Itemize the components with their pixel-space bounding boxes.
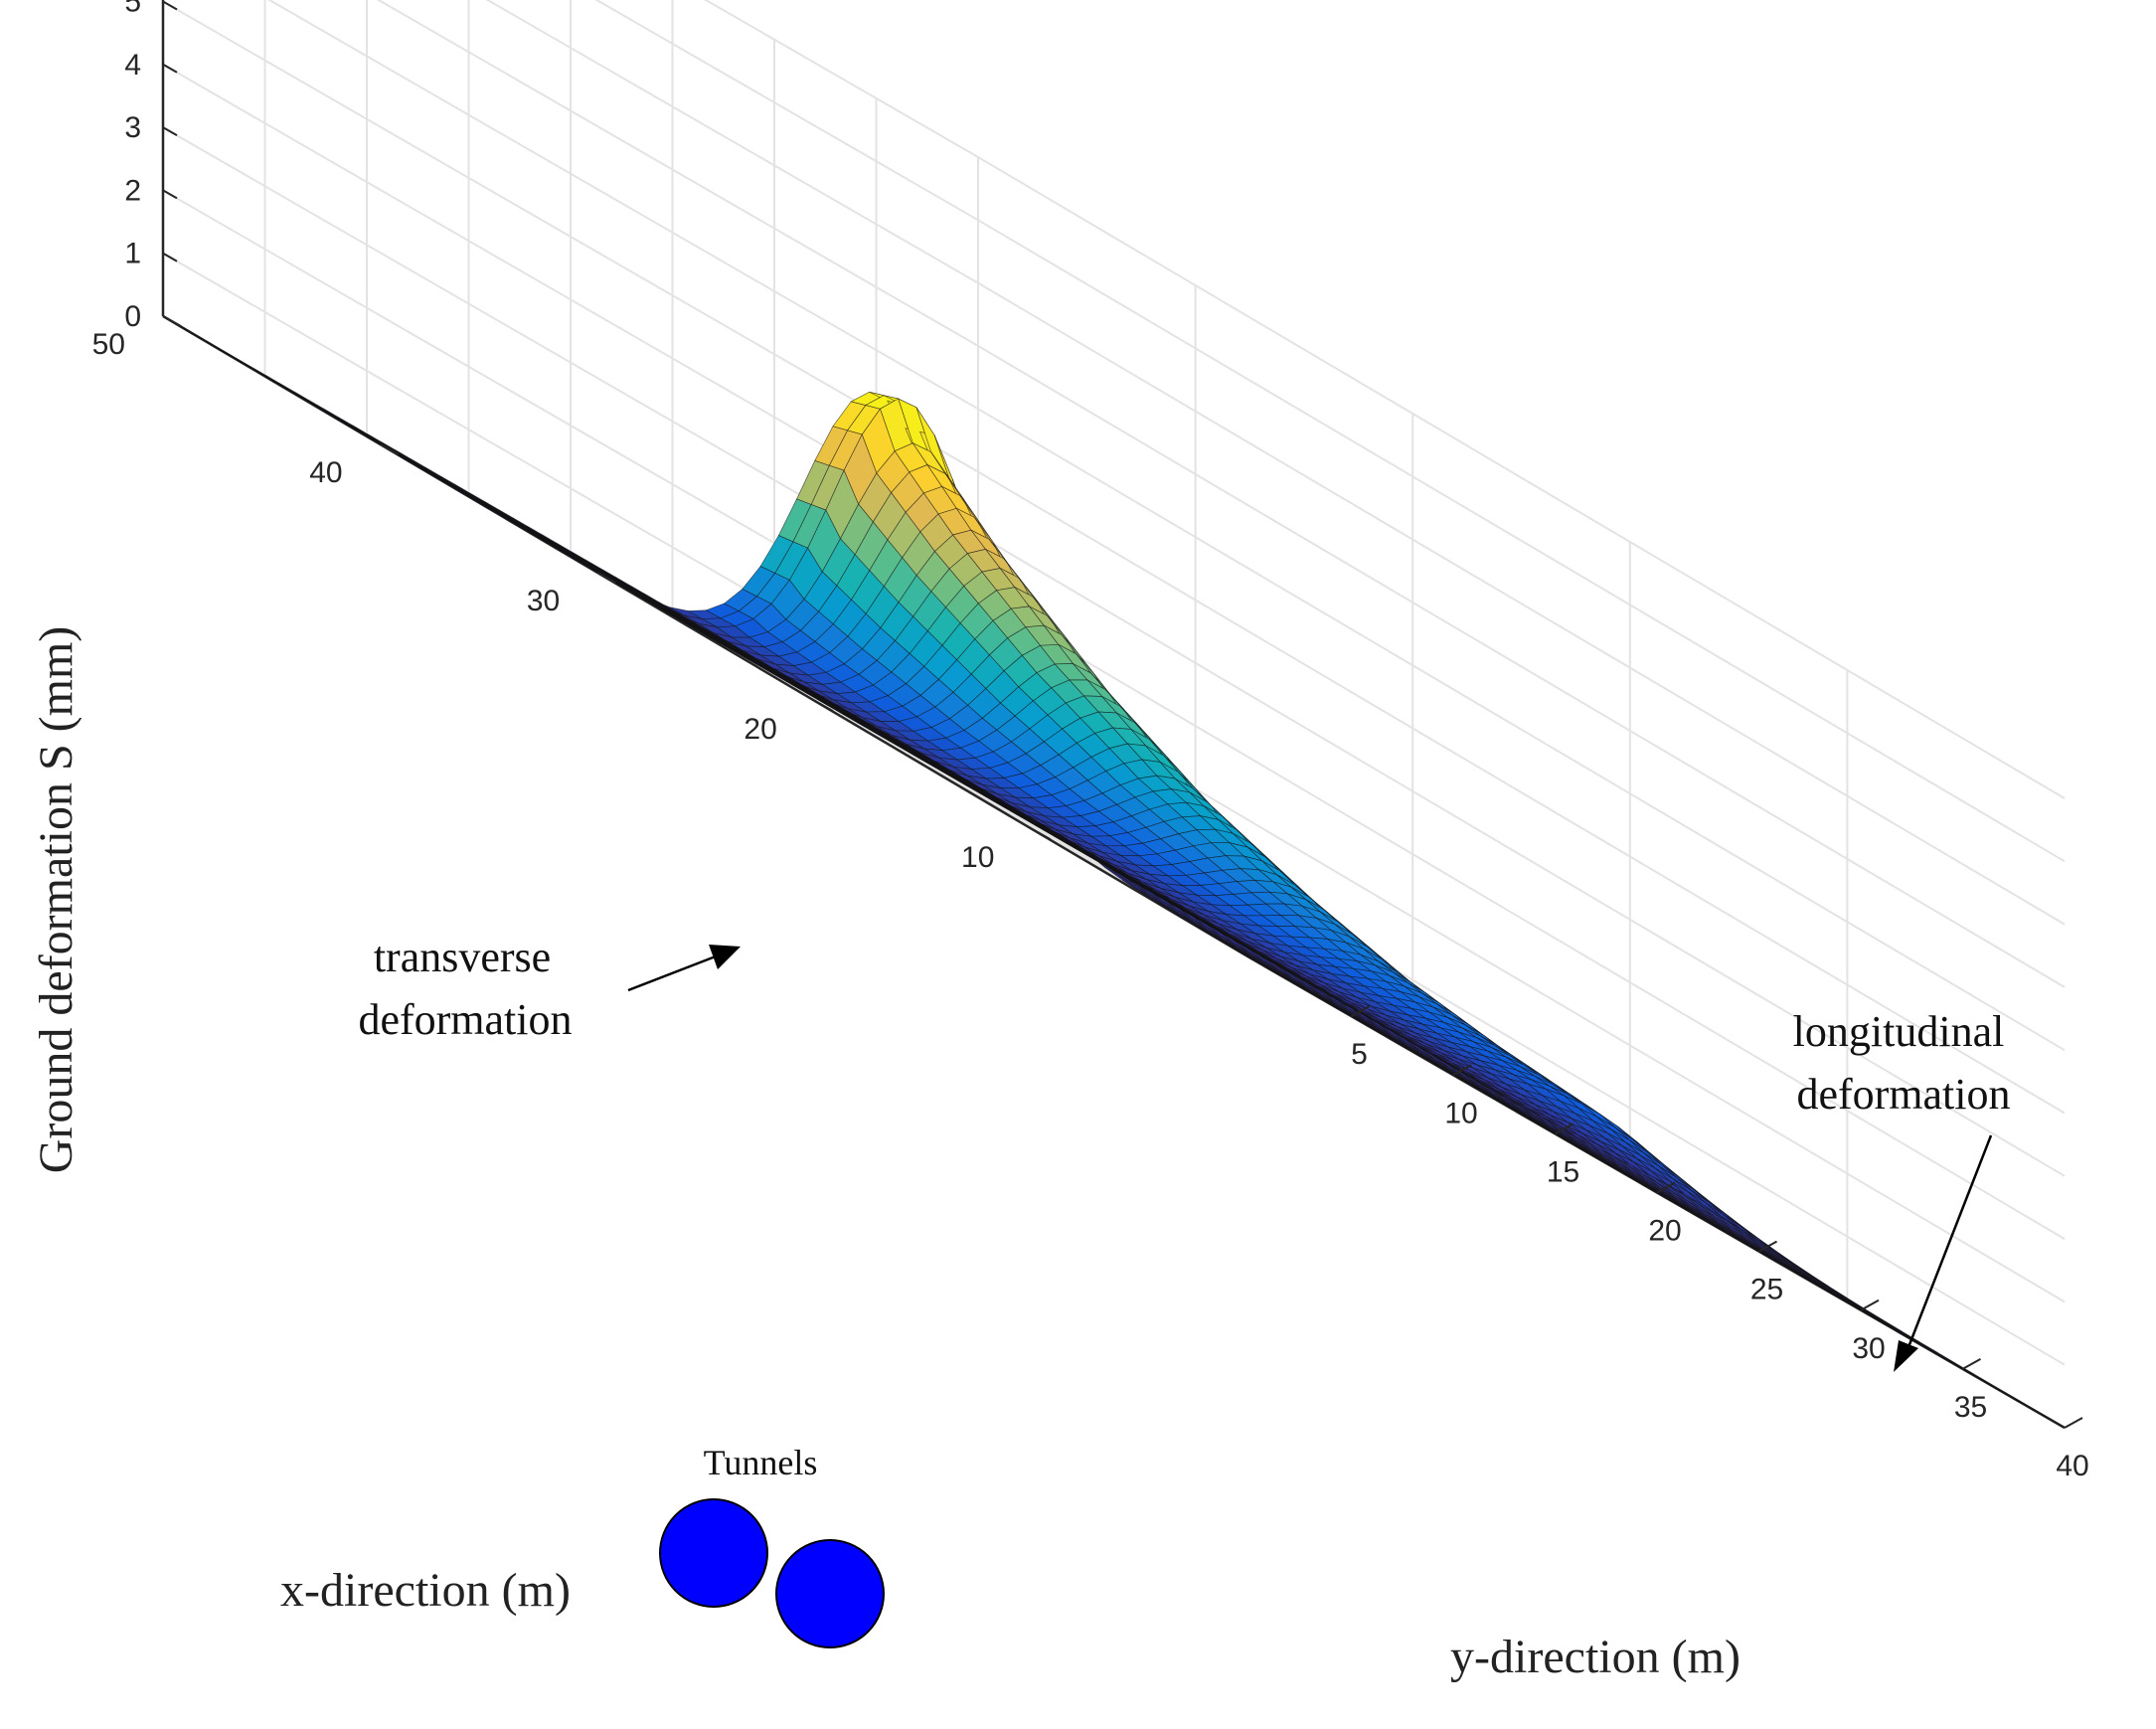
y-tick-label: 25	[1750, 1274, 1783, 1306]
y-tick-label: 15	[1547, 1155, 1579, 1188]
longitudinal-arrow-head	[1894, 1340, 1918, 1372]
y-tick-label: 40	[2056, 1450, 2088, 1482]
transverse-arrow-head	[709, 945, 741, 969]
x-tick-mark	[162, 315, 182, 327]
y-tick-label: 20	[1648, 1215, 1681, 1248]
x-axis-label: x-direction (m)	[280, 1564, 571, 1617]
y-tick-label: 5	[1351, 1038, 1368, 1071]
tunnel-left-icon	[659, 1498, 768, 1608]
longitudinal-arrow-line	[1907, 1134, 1993, 1348]
longitudinal-label-line2: deformation	[1796, 1070, 2010, 1119]
z-tick-mark	[162, 189, 178, 200]
x-tick-label: 50	[92, 328, 125, 361]
z-tick-label: 2	[124, 174, 141, 207]
z-tick-label: 5	[124, 0, 141, 19]
x-tick-mark	[1031, 828, 1051, 840]
y-tick-mark	[1656, 1181, 1676, 1194]
z-tick-label: 0	[124, 300, 141, 333]
y-tick-mark	[1962, 1358, 1981, 1370]
x-tick-label: 40	[309, 456, 342, 489]
deformation-surface	[162, 315, 2066, 1429]
tunnel-right-icon	[775, 1539, 885, 1648]
y-tick-mark	[1555, 1123, 1574, 1135]
y-tick-mark	[2064, 1417, 2083, 1429]
x-tick-label: 20	[744, 713, 776, 746]
x-tick-mark	[814, 700, 834, 712]
transverse-annotation: transverse deformation	[358, 933, 741, 1044]
x-tick-label: 30	[527, 585, 560, 617]
z-tick-mark	[162, 126, 178, 136]
y-tick-mark	[1860, 1298, 1880, 1311]
z-axis-label: Ground deformation S (mm)	[30, 626, 83, 1174]
z-tick-mark	[162, 63, 178, 74]
tunnels-label: Tunnels	[704, 1443, 818, 1482]
surface-patch	[2031, 1408, 2066, 1429]
x-tick-mark	[596, 572, 616, 584]
transverse-arrow-line	[627, 952, 722, 992]
z-tick-label: 4	[124, 49, 141, 82]
longitudinal-label-line1: longitudinal	[1793, 1007, 2005, 1056]
y-tick-label: 35	[1954, 1391, 1987, 1424]
tunnels-annotation: Tunnels	[659, 1443, 885, 1648]
z-tick-mark	[162, 252, 178, 262]
longitudinal-annotation: longitudinal deformation	[1793, 1007, 2011, 1372]
y-tick-mark	[1758, 1240, 1777, 1253]
z-tick-label: 3	[124, 111, 141, 144]
x-tick-label: 10	[961, 841, 994, 874]
y-tick-mark	[1452, 1064, 1472, 1077]
y-tick-label: 30	[1852, 1332, 1885, 1365]
transverse-label-line1: transverse	[374, 933, 551, 981]
z-tick-label: 1	[124, 238, 141, 270]
x-tick-mark	[380, 443, 400, 455]
y-tick-label: 10	[1444, 1097, 1477, 1129]
y-axis-label: y-direction (m)	[1450, 1631, 1741, 1683]
z-tick-mark	[162, 0, 178, 11]
y-tick-mark	[1351, 1005, 1370, 1017]
transverse-label-line2: deformation	[358, 995, 572, 1044]
tick-labels: 0123456789101020304050510152025303540	[92, 0, 2089, 1482]
